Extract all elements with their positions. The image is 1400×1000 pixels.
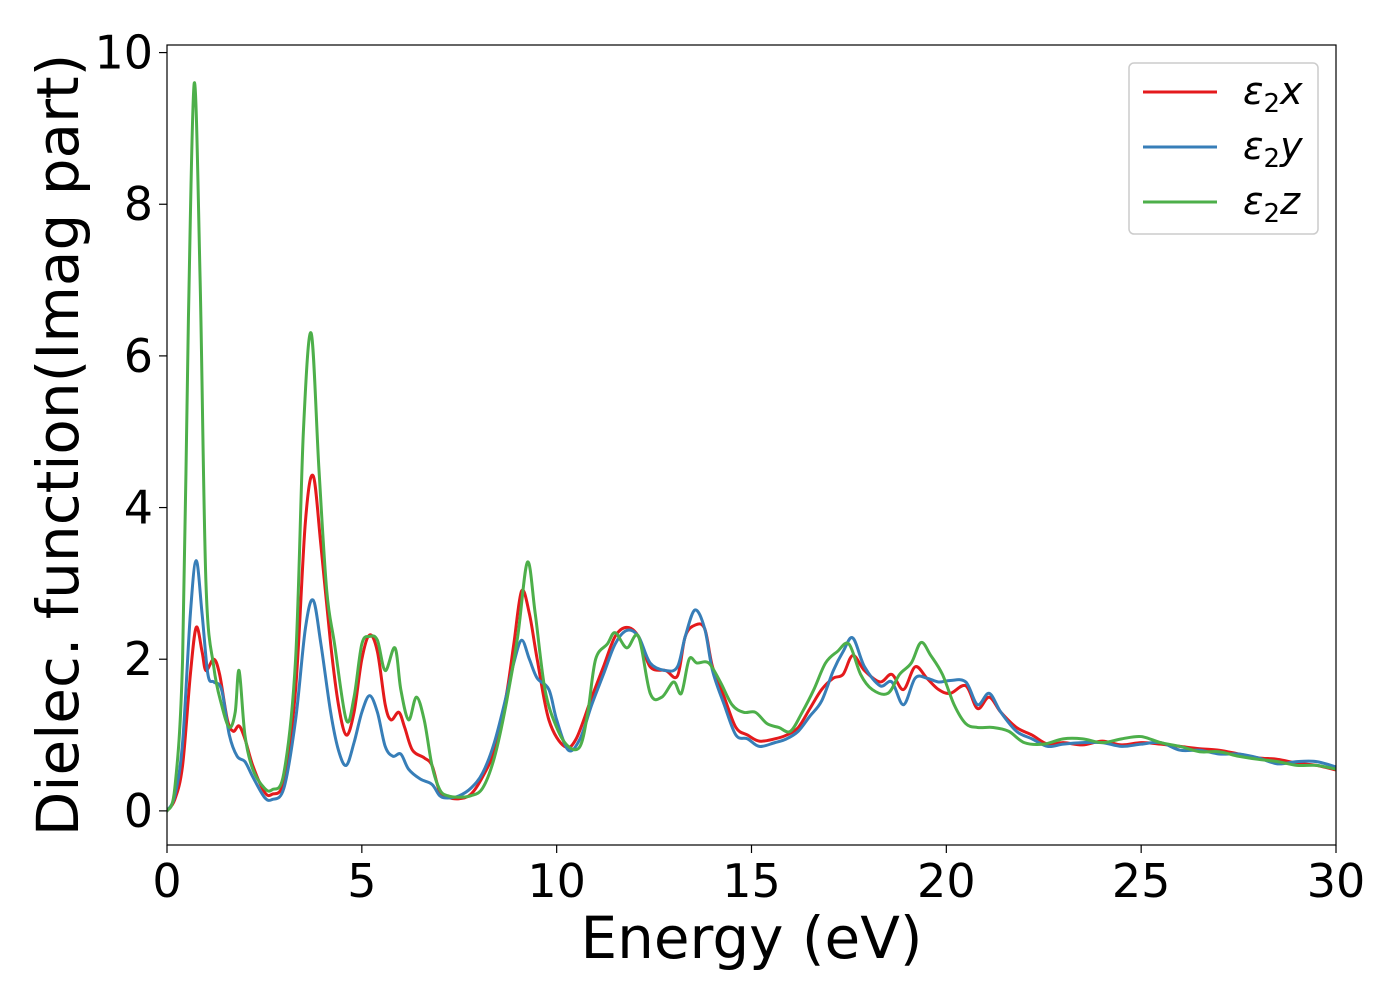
x-tick-label: 10 [527,854,586,908]
x-tick-label: 30 [1307,854,1366,908]
y-tick-label: 6 [124,329,153,383]
legend-box [1128,62,1319,235]
y-axis-ticks: 0 2 4 6 8 10 [94,26,167,838]
legend-item-z: ε2z [1143,179,1301,229]
legend-label: ε2z [1243,179,1301,229]
x-tick-label: 0 [152,854,181,908]
x-tick-label: 15 [722,854,781,908]
x-axis-label: Energy (eV) [580,904,922,972]
plot-area-frame [166,44,1337,846]
series-line-y [167,559,1336,813]
y-tick-label: 0 [124,784,153,838]
legend-label: ε2y [1243,124,1303,174]
legend-item-y: ε2y [1143,124,1303,174]
series-line-x [167,473,1336,813]
series-line-z [167,81,1336,813]
y-tick-label: 2 [124,632,153,686]
legend-item-x: ε2x [1143,69,1303,119]
y-tick-label: 8 [124,177,153,231]
y-axis-label: Dielec. function(Imag part) [24,54,92,837]
x-tick-label: 25 [1112,854,1171,908]
plot-series [167,81,1336,813]
y-tick-label: 4 [124,481,153,535]
x-tick-label: 5 [347,854,376,908]
x-axis-ticks: 0 5 10 15 20 25 30 [152,845,1365,908]
y-tick-label: 10 [94,26,153,80]
legend-label: ε2x [1243,69,1303,119]
x-tick-label: 20 [917,854,976,908]
